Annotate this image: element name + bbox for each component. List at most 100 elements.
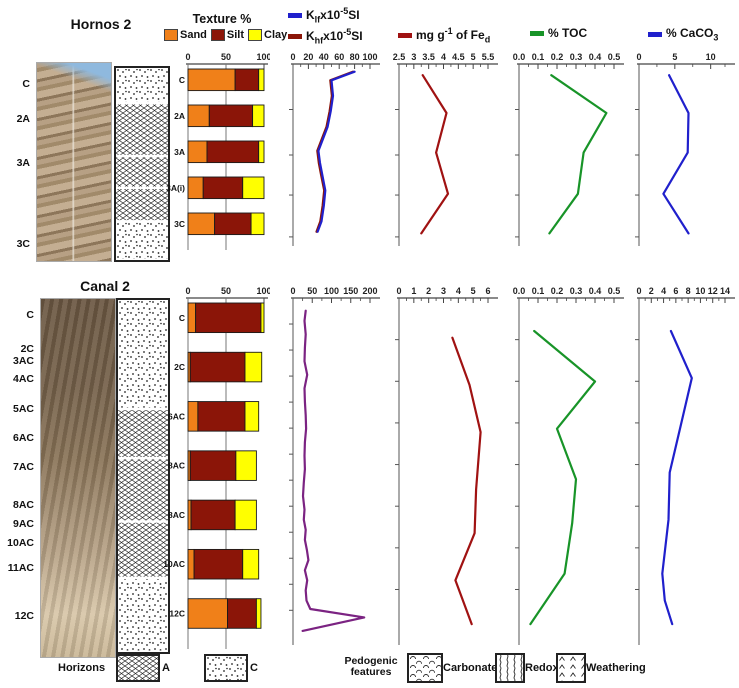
canal-horizon-pattern-column [116, 298, 170, 654]
texture-title: Texture % [192, 12, 252, 26]
svg-text:6: 6 [673, 286, 678, 296]
svg-text:0: 0 [396, 286, 401, 296]
svg-text:0: 0 [185, 286, 190, 296]
svg-text:0: 0 [290, 52, 295, 62]
canal-caco3-chart: 0 2 4 6 8 10 12 14 [626, 282, 737, 657]
khf-legend-row: Khfx10-5SI [288, 27, 363, 46]
svg-text:100: 100 [256, 286, 270, 296]
svg-text:0.5: 0.5 [608, 286, 621, 296]
toc-legend: % TOC [530, 26, 587, 40]
svg-text:100: 100 [256, 52, 270, 62]
svg-text:2.5: 2.5 [393, 52, 406, 62]
svg-text:8: 8 [686, 286, 691, 296]
susceptibility-legend: Klfx10-5SI Khfx10-5SI [288, 6, 363, 46]
svg-text:0.4: 0.4 [589, 286, 602, 296]
svg-text:3C: 3C [174, 219, 185, 229]
horizon-label-6ac: 6AC [12, 432, 34, 445]
svg-text:0.0: 0.0 [513, 286, 526, 296]
svg-text:100: 100 [362, 52, 377, 62]
sand-swatch [164, 29, 178, 41]
svg-text:4.5: 4.5 [452, 52, 465, 62]
horizon-a-label: A [162, 662, 170, 674]
svg-text:4: 4 [456, 286, 461, 296]
svg-text:50: 50 [307, 286, 317, 296]
svg-text:3A: 3A [174, 147, 185, 157]
svg-text:14: 14 [720, 286, 730, 296]
toc-line-swatch [530, 30, 544, 36]
hornos-susceptibility-chart: 0 20 40 60 80 100 [280, 48, 382, 258]
canal-profile-photo [40, 298, 116, 658]
svg-text:10AC: 10AC [164, 559, 185, 569]
svg-text:0.3: 0.3 [570, 286, 583, 296]
svg-text:12C: 12C [169, 609, 185, 619]
weathering-swatch [556, 653, 586, 683]
svg-text:10: 10 [706, 52, 716, 62]
horizon-label-2c: 2C [20, 343, 34, 356]
svg-text:0.2: 0.2 [551, 52, 564, 62]
weathering-label: Weathering [586, 662, 646, 674]
svg-text:3: 3 [411, 52, 416, 62]
svg-text:0: 0 [636, 52, 641, 62]
horizon-label-11ac: 11AC [7, 562, 34, 575]
svg-text:20: 20 [303, 52, 313, 62]
pedogenic-features-label: Pedogenic features [344, 655, 398, 678]
hornos-toc-chart: 0.0 0.1 0.2 0.3 0.4 0.5 [506, 48, 626, 258]
svg-text:12: 12 [708, 286, 718, 296]
svg-text:2A: 2A [174, 111, 185, 121]
canal-toc-chart: 0.0 0.1 0.2 0.3 0.4 0.5 [506, 282, 626, 657]
horizon-label-12c: 12C [14, 609, 34, 622]
texture-legend: Sand Silt Clay [164, 29, 287, 41]
hornos-caco3-chart: 0 5 10 [626, 48, 737, 258]
klf-legend-row: Klfx10-5SI [288, 6, 363, 24]
svg-text:0.0: 0.0 [513, 52, 526, 62]
svg-text:5: 5 [471, 286, 476, 296]
svg-text:4: 4 [441, 52, 446, 62]
horizon-label-3a: 3A [16, 157, 30, 170]
svg-text:0: 0 [185, 52, 190, 62]
svg-text:80: 80 [350, 52, 360, 62]
texture-legend-sand: Sand [164, 29, 207, 41]
svg-text:4: 4 [661, 286, 666, 296]
svg-text:0.2: 0.2 [551, 286, 564, 296]
svg-text:60: 60 [334, 52, 344, 62]
horizon-a-swatch [116, 654, 160, 682]
fe-line-swatch [398, 32, 412, 38]
horizon-label-8ac: 8AC [12, 498, 34, 511]
svg-text:5: 5 [471, 52, 476, 62]
horizon-label-3ac: 3AC [12, 355, 34, 368]
hornos-fe-chart: 2.5 3 3.5 4 4.5 5 5.5 [386, 48, 500, 258]
horizon-label-9ac: 9AC [12, 517, 34, 530]
silt-swatch [210, 29, 225, 41]
horizon-label-4ac: 4AC [12, 373, 34, 386]
svg-text:50: 50 [221, 286, 231, 296]
horizon-label-10ac: 10AC [7, 537, 34, 550]
horizons-legend-label: Horizons [58, 662, 106, 674]
caco3-line-swatch [648, 31, 662, 37]
svg-text:C: C [179, 75, 185, 85]
clay-swatch [248, 29, 263, 41]
svg-text:0.3: 0.3 [570, 52, 583, 62]
horizon-label-5ac: 5AC [12, 403, 34, 416]
svg-text:5: 5 [672, 52, 677, 62]
horizon-label-c: C [22, 77, 30, 90]
svg-text:0.5: 0.5 [608, 52, 621, 62]
svg-text:10: 10 [695, 286, 705, 296]
redox-label: Redox [525, 662, 559, 674]
carbonates-label: Carbonates [443, 662, 504, 674]
svg-text:0: 0 [636, 286, 641, 296]
svg-text:3: 3 [441, 286, 446, 296]
hornos-texture-chart: 0 50 100 C 2A 3A 3A(i) 3C [164, 48, 270, 258]
fe-legend: mg g-1 of Fed [398, 26, 490, 44]
horizon-c-swatch [204, 654, 248, 682]
svg-text:8AC: 8AC [168, 461, 185, 471]
hornos-horizon-pattern-column [114, 66, 170, 262]
texture-legend-silt: Silt [210, 29, 244, 41]
svg-text:150: 150 [343, 286, 358, 296]
hornos-horizon-labels: C 2A 3A 3C [0, 62, 32, 260]
redox-swatch [495, 653, 525, 683]
svg-text:5.5: 5.5 [482, 52, 495, 62]
svg-text:50: 50 [221, 52, 231, 62]
khf-line-swatch [288, 34, 302, 40]
canal-susceptibility-chart: 0 50 100 150 200 [280, 282, 382, 657]
